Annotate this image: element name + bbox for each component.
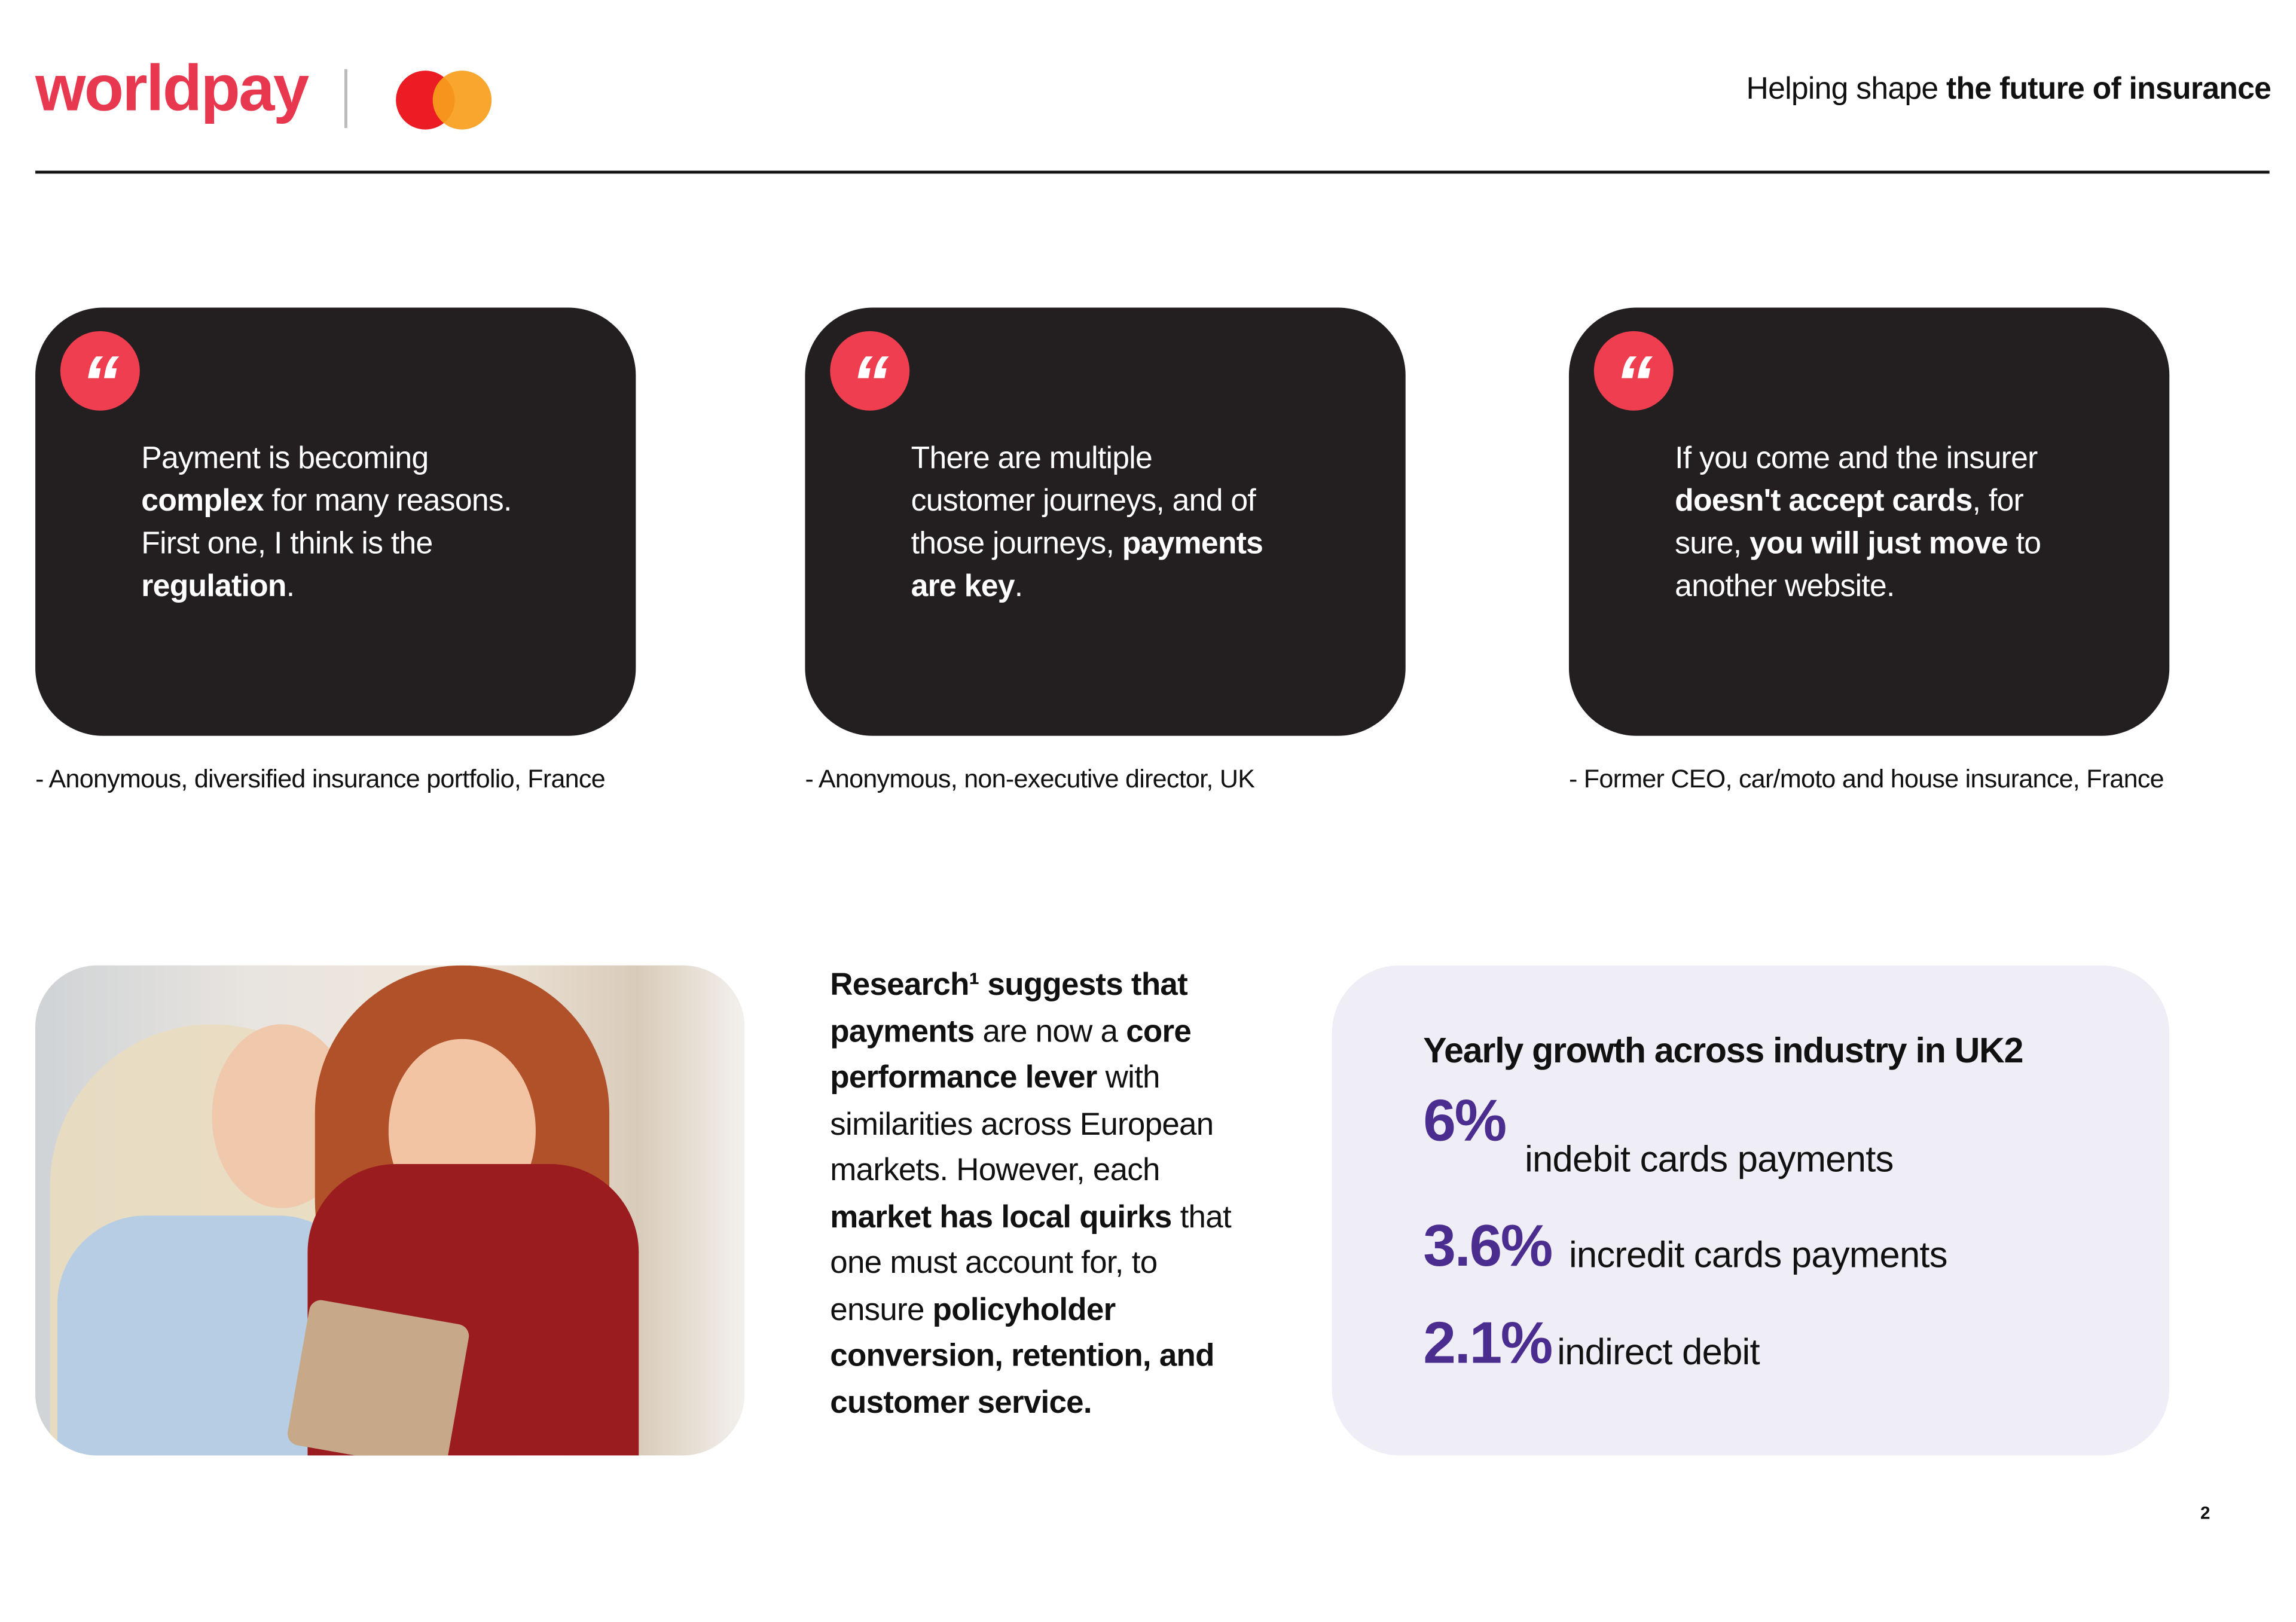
stats-heading: Yearly growth across industry in UK2 (1423, 1031, 2023, 1071)
text: with (1097, 1059, 1161, 1095)
bold-text: policyholder (932, 1291, 1116, 1327)
text: similarities across European (830, 1105, 1214, 1141)
stat-label: indirect debit (1557, 1331, 1760, 1373)
text: If you come and the insurer (1675, 441, 2038, 476)
text-line: are key. (911, 565, 1263, 607)
tagline-regular: Helping shape (1746, 72, 1947, 106)
bold-text: core (1126, 1013, 1192, 1049)
stat-value: 3.6% (1423, 1214, 1553, 1279)
text-line: customer journeys, and of (911, 479, 1263, 522)
women-with-tablet-photo (35, 965, 745, 1456)
text-line: conversion, retention, and (830, 1333, 1231, 1380)
text: that (1171, 1198, 1232, 1234)
tagline-bold: the future of insurance (1946, 72, 2271, 106)
quote-card: “ If you come and the insurer doesn't acc… (1568, 307, 2170, 736)
quote-card: “ There are multiple customer journeys, a… (805, 307, 1406, 736)
text: Payment is becoming (141, 441, 429, 476)
text-line: There are multiple (911, 437, 1263, 479)
text-line: doesn't accept cards, for (1675, 479, 2041, 522)
quote-icon: “ (60, 331, 140, 427)
text-line: similarities across European (830, 1101, 1231, 1148)
stat-label: indebit cards payments (1525, 1139, 1894, 1181)
text: ensure (830, 1291, 933, 1327)
text-line: market has local quirks that (830, 1195, 1231, 1241)
page-number: 2 (2200, 1502, 2210, 1523)
header-divider (35, 170, 2270, 173)
text: one must account for, to (830, 1245, 1158, 1281)
text-line: First one, I think is the (141, 523, 511, 565)
text: . (1014, 569, 1023, 604)
bold-text: payments (1122, 527, 1263, 561)
stats-panel: Yearly growth across industry in UK2 6% … (1332, 965, 2170, 1456)
text: for many reasons. (263, 484, 512, 518)
text: are now a (974, 1013, 1126, 1049)
text: those journeys, (911, 527, 1122, 561)
stat-value: 2.1% (1423, 1311, 1553, 1376)
text: There are multiple (911, 441, 1153, 476)
bold-text: performance lever (830, 1059, 1097, 1095)
stat-label: incredit cards payments (1568, 1235, 1948, 1276)
text: First one, I think is the (141, 527, 433, 561)
text-line: Research¹ suggests that (830, 963, 1231, 1009)
text-line: ensure policyholder (830, 1287, 1231, 1334)
quote-text: If you come and the insurer doesn't accep… (1675, 437, 2041, 608)
tagline: Helping shape the future of insurance (1746, 72, 2271, 108)
quote-card: “ Payment is becoming complex for many re… (35, 307, 636, 736)
text-line: regulation. (141, 565, 511, 607)
quote-attribution: - Anonymous, non-executive director, UK (805, 763, 1255, 793)
text: customer journeys, and of (911, 484, 1256, 518)
text-line: If you come and the insurer (1675, 437, 2041, 479)
quote-attribution: - Anonymous, diversified insurance portf… (35, 763, 606, 793)
text: , for (1972, 484, 2024, 518)
logo-divider (344, 69, 347, 129)
quote-text: There are multiple customer journeys, and… (911, 437, 1263, 608)
research-paragraph: Research¹ suggests that payments are now … (830, 963, 1231, 1426)
stat-value: 6% (1423, 1089, 1507, 1154)
text-line: markets. However, each (830, 1148, 1231, 1195)
worldpay-logo: worldpay (35, 53, 309, 126)
bold-text: payments (830, 1013, 975, 1049)
bold-text: doesn't accept cards (1675, 484, 1973, 518)
quote-attribution: - Former CEO, car/moto and house insuran… (1568, 763, 2164, 793)
quote-text: Payment is becoming complex for many reas… (141, 437, 512, 608)
bold-text: complex (141, 484, 264, 518)
bold-text: market has local quirks (830, 1198, 1172, 1234)
text-line: one must account for, to (830, 1241, 1231, 1287)
bold-text: you will just move (1750, 527, 2008, 561)
bold-text: Research¹ suggests that (830, 967, 1188, 1003)
text: . (286, 569, 295, 604)
text: markets. However, each (830, 1152, 1160, 1188)
text-line: payments are now a core (830, 1009, 1231, 1055)
text: sure, (1675, 527, 1750, 561)
quote-icon: “ (830, 331, 910, 427)
bold-text: are key (911, 569, 1015, 604)
text-line: performance lever with (830, 1055, 1231, 1102)
text-line: customer service. (830, 1380, 1231, 1426)
bold-text: customer service. (830, 1384, 1092, 1420)
mastercard-orange-circle-icon (432, 71, 492, 130)
quote-icon: “ (1593, 331, 1674, 427)
text-line: another website. (1675, 565, 2041, 607)
bold-text: conversion, retention, and (830, 1337, 1214, 1373)
text-line: Payment is becoming (141, 437, 511, 479)
text-line: those journeys, payments (911, 523, 1263, 565)
text: another website. (1675, 569, 1895, 604)
text: to (2008, 527, 2041, 561)
text-line: sure, you will just move to (1675, 523, 2041, 565)
bold-text: regulation (141, 569, 286, 604)
text-line: complex for many reasons. (141, 479, 512, 522)
